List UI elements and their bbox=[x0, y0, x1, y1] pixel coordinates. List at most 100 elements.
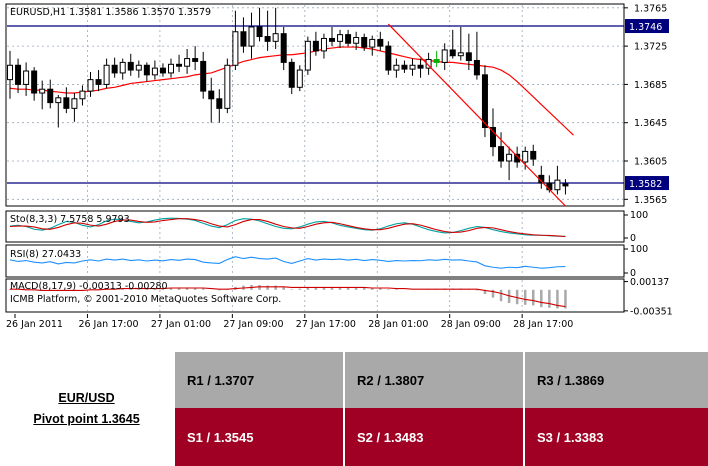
candle-body bbox=[345, 34, 352, 44]
candle-body bbox=[176, 63, 183, 67]
pivot-point-label: Pivot point 1.3645 bbox=[33, 412, 140, 426]
chart-title: EURUSD,H1 1.3581 1.3586 1.3570 1.3579 bbox=[10, 7, 211, 18]
price-axis-tick-label: 1.3605 bbox=[634, 157, 667, 168]
candle-body bbox=[530, 150, 537, 160]
rsi-line bbox=[9, 256, 566, 269]
candle-body bbox=[288, 61, 295, 88]
rsi-pane-frame bbox=[5, 244, 625, 278]
candle-body bbox=[490, 126, 496, 148]
candle-body bbox=[385, 45, 392, 71]
pivot-table: EUR/USD Pivot point 1.3645 R1 / 1.3707 R… bbox=[0, 352, 708, 466]
candle-body bbox=[296, 69, 303, 88]
price-axis-tick-label: 1.3565 bbox=[634, 195, 667, 206]
candle-body bbox=[135, 64, 142, 71]
stochastic-main-line bbox=[9, 217, 566, 237]
time-axis-label: 28 Jan 17:00 bbox=[513, 319, 573, 330]
candle-body bbox=[95, 79, 102, 85]
candle-body bbox=[143, 64, 150, 76]
rsi-label: RSI(8) 27.0433 bbox=[10, 249, 81, 260]
candle-body bbox=[393, 64, 400, 71]
candle-body bbox=[87, 79, 94, 92]
candle-body bbox=[441, 49, 448, 63]
time-axis-label: 26 Jan 2011 bbox=[6, 319, 63, 330]
candle-body bbox=[256, 26, 263, 38]
candle-body bbox=[15, 64, 22, 85]
r3-cell: R3 / 1.3869 bbox=[525, 352, 708, 408]
candle-body bbox=[337, 34, 344, 42]
price-axis-tick-label: 1.3725 bbox=[634, 42, 667, 53]
stochastic-axis-tick-label: 0 bbox=[630, 233, 636, 244]
r2-cell: R2 / 1.3807 bbox=[345, 352, 523, 408]
candle-body bbox=[159, 67, 166, 74]
candle-body bbox=[409, 64, 416, 70]
s3-cell: S3 / 1.3383 bbox=[525, 408, 708, 466]
time-axis-label: 28 Jan 01:00 bbox=[368, 319, 428, 330]
time-axis-label: 27 Jan 09:00 bbox=[223, 319, 283, 330]
macd-signal-line bbox=[10, 286, 566, 308]
stochastic-label: Sto(8,3,3) 7.5758 5.9793 bbox=[10, 214, 130, 225]
candle-body bbox=[465, 52, 472, 61]
candle-body bbox=[264, 36, 271, 42]
macd-label: MACD(8,17,9) -0.00313 -0.00280 bbox=[10, 281, 168, 292]
s2-cell: S2 / 1.3483 bbox=[345, 408, 523, 466]
candle-body bbox=[401, 64, 408, 70]
macd-pane-frame bbox=[5, 278, 625, 313]
candle-body bbox=[361, 37, 368, 48]
candle-body bbox=[119, 61, 126, 74]
price-axis-tick-label: 1.3765 bbox=[634, 3, 667, 14]
candle-body bbox=[151, 67, 158, 76]
price-level-label-box bbox=[625, 176, 669, 191]
main-pane-frame bbox=[5, 3, 625, 207]
time-axis-label: 26 Jan 17:00 bbox=[78, 319, 138, 330]
macd-axis-tick-label: -0.00351 bbox=[630, 306, 673, 317]
plot-background bbox=[6, 2, 624, 314]
r1-cell: R1 / 1.3707 bbox=[175, 352, 343, 408]
candle-body bbox=[248, 26, 255, 47]
candle-body bbox=[425, 59, 432, 69]
macd-axis-tick-label: 0.00137 bbox=[630, 277, 669, 288]
trend-line bbox=[387, 23, 566, 207]
candle-body bbox=[481, 74, 488, 128]
candle-body bbox=[449, 49, 456, 57]
candle-body bbox=[200, 60, 207, 92]
candle-body bbox=[369, 38, 376, 48]
candle-body bbox=[417, 64, 424, 69]
candle-body bbox=[304, 40, 311, 71]
candle-body bbox=[232, 31, 239, 66]
stochastic-signal-line bbox=[9, 218, 566, 238]
price-axis-tick-label: 1.3645 bbox=[634, 118, 667, 129]
candle-body bbox=[457, 52, 464, 57]
rsi-axis-tick-label: 0 bbox=[630, 268, 636, 279]
copyright-label: ICMB Platform, © 2001-2010 MetaQuotes So… bbox=[10, 294, 281, 305]
candle-body bbox=[192, 58, 199, 62]
candle-body bbox=[498, 146, 505, 162]
rsi-axis-tick-label: 100 bbox=[630, 244, 648, 255]
candle-body bbox=[47, 88, 54, 104]
candle-body bbox=[554, 179, 561, 191]
candle-body bbox=[522, 150, 529, 163]
candle-body bbox=[320, 37, 327, 52]
trading-chart: 1.3765 1.3725 1.3685 1.3645 1.3605 1.3565 1.37… bbox=[5, 2, 673, 330]
candle-body bbox=[7, 64, 13, 81]
candle-body bbox=[272, 33, 279, 42]
pair-label: EUR/USD bbox=[58, 391, 115, 405]
sto-pane-frame bbox=[5, 210, 625, 243]
candle-body bbox=[79, 90, 86, 100]
price-level-label-box bbox=[625, 19, 669, 34]
pivot-header: EUR/USD Pivot point 1.3645 bbox=[0, 352, 173, 466]
candle-body bbox=[111, 64, 118, 74]
candle-body bbox=[329, 37, 335, 42]
candle-body bbox=[473, 59, 480, 76]
chart-area: 1.3765 1.3725 1.3685 1.3645 1.3605 1.3565 1.37… bbox=[5, 2, 673, 330]
price-axis-tick-label: 1.3685 bbox=[634, 80, 667, 91]
s1-cell: S1 / 1.3545 bbox=[175, 408, 343, 466]
candle-body bbox=[39, 88, 46, 94]
price-level-label: 1.3582 bbox=[629, 179, 662, 190]
candle-body bbox=[312, 40, 319, 52]
stochastic-axis-tick-label: 100 bbox=[630, 210, 648, 221]
candle-body bbox=[377, 38, 384, 47]
time-axis-label: 27 Jan 17:00 bbox=[296, 319, 356, 330]
candle-body bbox=[216, 98, 223, 109]
time-axis-label: 27 Jan 01:00 bbox=[151, 319, 211, 330]
time-axis-label: 28 Jan 09:00 bbox=[441, 319, 501, 330]
